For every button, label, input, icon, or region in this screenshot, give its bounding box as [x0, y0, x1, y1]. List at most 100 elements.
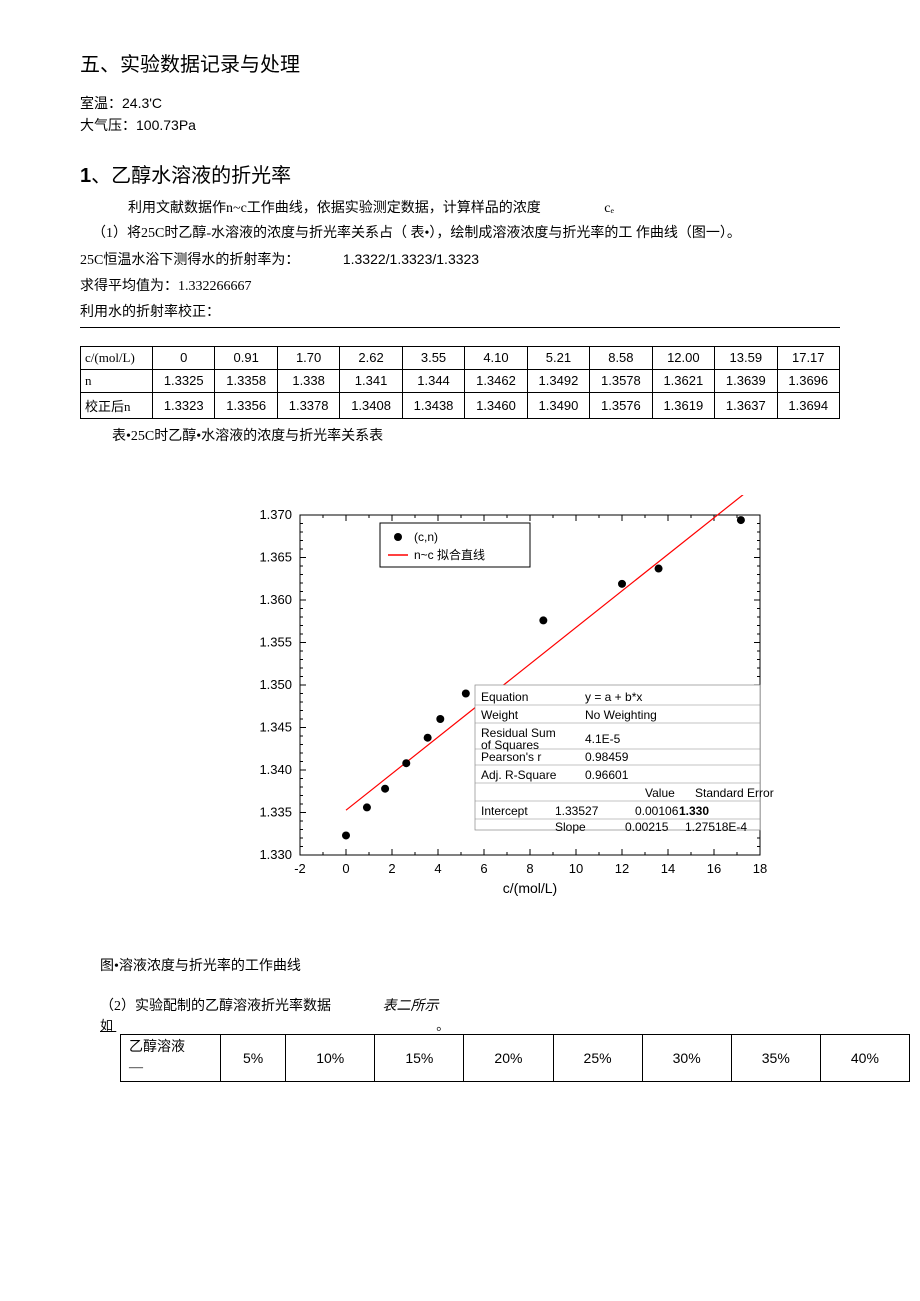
table-nc-caption-prefix: 表•	[112, 429, 131, 444]
sub1-line3a: 25C恒温水浴下测得水的折射率为：	[80, 253, 299, 268]
part2-ru: 如 。	[100, 1015, 840, 1034]
svg-text:2: 2	[388, 861, 395, 876]
room-temp-value: 24.3'C	[122, 95, 162, 111]
svg-text:6: 6	[480, 861, 487, 876]
table-cell: 1.3492	[527, 369, 589, 392]
table-cell: 1.3694	[777, 392, 839, 418]
table-pct-cell: 15%	[375, 1034, 464, 1081]
svg-text:0.00215: 0.00215	[625, 820, 669, 834]
table-cell: 1.3460	[465, 392, 527, 418]
table-pct-cell: 20%	[464, 1034, 553, 1081]
svg-text:Weight: Weight	[481, 708, 519, 722]
subsection-1-num: 1	[80, 165, 91, 187]
sub1-line2: （1）将25C时乙醇-水溶液的浓度与折光率关系占（ 表•），绘制成溶液浓度与折光…	[92, 222, 840, 246]
table-pct-cell: 40%	[820, 1034, 909, 1081]
room-temp-line: 室温：24.3'C	[80, 93, 840, 113]
svg-text:16: 16	[707, 861, 721, 876]
table-cell: 1.3637	[715, 392, 777, 418]
chart-nc: 1.330 1.335 1.340 1.345 1.350 1.355 1.360 1.365…	[220, 495, 780, 915]
svg-text:0.96601: 0.96601	[585, 768, 629, 782]
sub1-line1-cc: cₑ	[604, 201, 614, 216]
section-title: 五、实验数据记录与处理	[80, 48, 840, 77]
table-cell: 1.341	[340, 369, 402, 392]
svg-text:-2: -2	[294, 861, 306, 876]
table-pct-label: 乙醇溶液—	[121, 1034, 221, 1081]
svg-text:Adj. R-Square: Adj. R-Square	[481, 768, 557, 782]
table-pct-cell: 30%	[642, 1034, 731, 1081]
svg-text:Standard Error: Standard Error	[695, 786, 774, 800]
svg-text:1.330: 1.330	[259, 847, 292, 862]
table-cell: 1.70	[277, 346, 339, 369]
table-pct: 乙醇溶液—5%10%15%20%25%30%35%40%	[120, 1034, 910, 1082]
svg-text:Slope: Slope	[555, 820, 586, 834]
part2-line: （2）实验配制的乙醇溶液折光率数据 表二所示	[100, 995, 840, 1015]
table-cell: 1.3490	[527, 392, 589, 418]
svg-text:0.98459: 0.98459	[585, 750, 629, 764]
svg-text:14: 14	[661, 861, 675, 876]
table-cell: 17.17	[777, 346, 839, 369]
table-cell: 1.3378	[277, 392, 339, 418]
part2-line-b: 表二所示	[383, 999, 439, 1014]
table-cell: 1.3696	[777, 369, 839, 392]
table-row-label: 校正后n	[81, 392, 153, 418]
table-cell: 1.3356	[215, 392, 277, 418]
table-pct-cell: 25%	[553, 1034, 642, 1081]
svg-text:1.345: 1.345	[259, 719, 292, 734]
svg-text:1.365: 1.365	[259, 549, 292, 564]
svg-text:0.00106: 0.00106	[635, 804, 679, 818]
sub1-line3b: 1.3322/1.3323/1.3323	[343, 251, 479, 267]
table-pct-cell: 10%	[286, 1034, 375, 1081]
svg-text:Pearson's r: Pearson's r	[481, 750, 541, 764]
svg-text:No Weighting: No Weighting	[585, 708, 657, 722]
svg-text:8: 8	[526, 861, 533, 876]
table-row-label: n	[81, 369, 153, 392]
chart-svg: 1.330 1.335 1.340 1.345 1.350 1.355 1.360 1.365…	[220, 495, 780, 915]
svg-text:n~c 拟合直线: n~c 拟合直线	[414, 547, 485, 562]
table-cell: 1.3576	[590, 392, 652, 418]
pressure-value: 100.73Pa	[136, 117, 196, 133]
table-cell: 1.344	[402, 369, 464, 392]
table-cell: 1.3408	[340, 392, 402, 418]
sub1-line1-text: 利用文献数据作n~c工作曲线，依据实验测定数据，计算样品的浓度	[128, 201, 541, 216]
table-cell: 1.3438	[402, 392, 464, 418]
svg-text:4.1E-5: 4.1E-5	[585, 732, 621, 746]
table-nc-caption-text: 25C时乙醇•水溶液的浓度与折光率关系表	[131, 429, 383, 444]
svg-text:1.340: 1.340	[259, 762, 292, 777]
table-cell: 1.3358	[215, 369, 277, 392]
svg-text:y = a + b*x: y = a + b*x	[585, 690, 642, 704]
room-temp-label: 室温：	[80, 97, 122, 112]
svg-text:18: 18	[753, 861, 767, 876]
svg-text:Value: Value	[645, 786, 675, 800]
svg-text:1.33527: 1.33527	[555, 804, 599, 818]
subsection-1-sep: 、	[91, 165, 111, 187]
fig-caption: 图•溶液浓度与折光率的工作曲线	[100, 955, 840, 975]
subsection-1-text: 乙醇水溶液的折光率	[111, 165, 291, 187]
svg-text:4: 4	[434, 861, 441, 876]
table-cell: 12.00	[652, 346, 714, 369]
table-row-label: c/(mol/L)	[81, 346, 153, 369]
part2-line-a: （2）实验配制的乙醇溶液折光率数据	[100, 999, 331, 1014]
table-cell: 1.3639	[715, 369, 777, 392]
svg-text:1.330: 1.330	[679, 804, 709, 818]
svg-text:1.335: 1.335	[259, 804, 292, 819]
svg-text:1.360: 1.360	[259, 592, 292, 607]
table-cell: 1.3325	[152, 369, 214, 392]
table-cell: 3.55	[402, 346, 464, 369]
table-cell: 0	[152, 346, 214, 369]
sub1-line4: 求得平均值为：1.332266667	[80, 275, 840, 299]
table-pct-cell: 5%	[221, 1034, 286, 1081]
table-cell: 1.3578	[590, 369, 652, 392]
svg-text:1.355: 1.355	[259, 634, 292, 649]
svg-text:Equation: Equation	[481, 690, 528, 704]
table-cell: 0.91	[215, 346, 277, 369]
svg-text:c/(mol/L): c/(mol/L)	[503, 880, 557, 896]
svg-text:0: 0	[342, 861, 349, 876]
table-cell: 1.3621	[652, 369, 714, 392]
table-nc: c/(mol/L)00.911.702.623.554.105.218.5812…	[80, 346, 840, 419]
svg-text:1.27518E-4: 1.27518E-4	[685, 820, 747, 834]
table-cell: 1.3323	[152, 392, 214, 418]
svg-text:1.350: 1.350	[259, 677, 292, 692]
svg-text:10: 10	[569, 861, 583, 876]
subsection-1-title: 1、乙醇水溶液的折光率	[80, 159, 840, 188]
table-nc-caption: 表•25C时乙醇•水溶液的浓度与折光率关系表	[112, 425, 840, 445]
